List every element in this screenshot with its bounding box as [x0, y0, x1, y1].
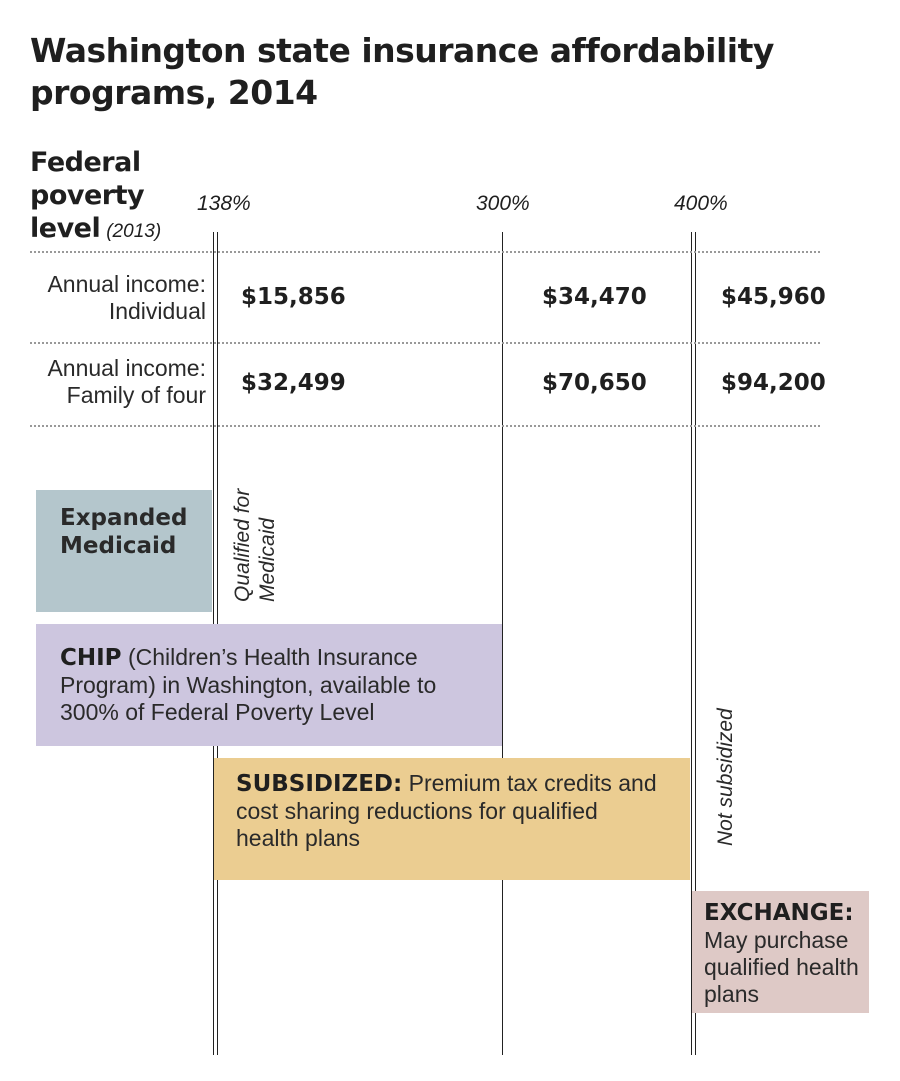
threshold-138: 138% — [197, 192, 251, 215]
row-label-line2: Family of four — [66, 382, 206, 408]
fpl-heading-level: level — [30, 213, 101, 244]
fpl-heading-line3: level (2013) — [30, 212, 161, 248]
program-exchange-text: May purchase qualified health plans — [704, 927, 859, 1007]
program-exchange: EXCHANGE: May purchase qualified health … — [692, 891, 869, 1013]
program-exchange-name: EXCHANGE: — [704, 900, 854, 926]
threshold-300: 300% — [476, 192, 530, 215]
line-300 — [502, 232, 503, 1055]
threshold-400: 400% — [674, 192, 728, 215]
income-family-300: $70,650 — [542, 370, 647, 396]
program-medicaid-name: Expanded Medicaid — [60, 505, 188, 559]
note-medicaid-line2: Medicaid — [256, 517, 279, 602]
income-individual-400: $45,960 — [721, 284, 826, 310]
program-expanded-medicaid: Expanded Medicaid — [36, 490, 212, 612]
income-family-400: $94,200 — [721, 370, 826, 396]
income-individual-138: $15,856 — [241, 284, 346, 310]
program-subsidized-name: SUBSIDIZED: — [236, 771, 403, 797]
note-medicaid-line1: Qualified for — [231, 488, 254, 602]
row-label-line2: Individual — [108, 298, 206, 324]
note-not-subsidized: Not subsidized — [714, 708, 737, 846]
row-label-line1: Annual income: — [47, 271, 206, 297]
row-label-line1: Annual income: — [47, 355, 206, 381]
row-label-family: Annual income: Family of four — [47, 355, 206, 409]
divider-top — [30, 251, 820, 253]
line-400-a — [691, 232, 692, 1055]
line-400-b — [695, 232, 696, 1055]
fpl-heading-line1: Federal — [30, 147, 141, 178]
divider-middle — [30, 342, 820, 344]
chart-title: Washington state insurance affordability… — [30, 31, 774, 112]
note-qualified-for-medicaid: Qualified for Medicaid — [230, 489, 280, 602]
fpl-heading-line2: poverty — [30, 180, 145, 211]
program-chip-text: (Children’s Health Insurance Program) in… — [60, 644, 437, 725]
program-subsidized-text: Premium tax credits and cost sharing red… — [236, 770, 657, 851]
row-label-individual: Annual income: Individual — [47, 271, 206, 325]
income-family-138: $32,499 — [241, 370, 346, 396]
program-chip-name: CHIP — [60, 645, 122, 671]
program-chip: CHIP (Children’s Health Insurance Progra… — [36, 624, 502, 746]
fpl-year: (2013) — [106, 221, 162, 242]
program-subsidized: SUBSIDIZED: Premium tax credits and cost… — [214, 758, 690, 880]
divider-bottom — [30, 425, 820, 427]
fpl-heading: Federal poverty level (2013) — [30, 146, 161, 248]
income-individual-300: $34,470 — [542, 284, 647, 310]
